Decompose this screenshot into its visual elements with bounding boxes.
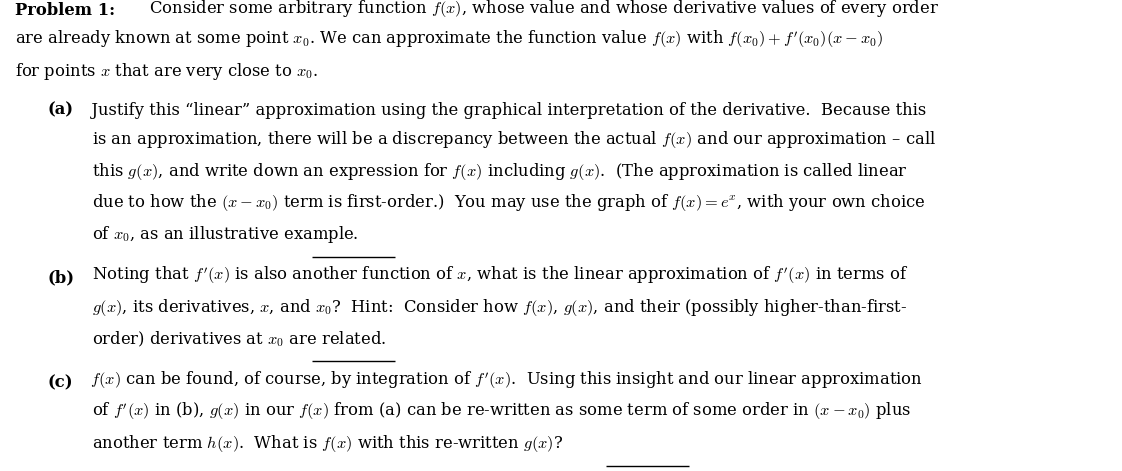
Text: of $f'(x)$ in (b), $g(x)$ in our $f(x)$ from (a) can be re-written as some term : of $f'(x)$ in (b), $g(x)$ in our $f(x)$ … <box>92 401 911 422</box>
Text: (c): (c) <box>47 374 73 391</box>
Text: Noting that $f'(x)$ is also another function of $x$, what is the linear approxim: Noting that $f'(x)$ is also another func… <box>82 265 908 286</box>
Text: of $x_0$, as an illustrative example.: of $x_0$, as an illustrative example. <box>92 224 359 245</box>
Text: Consider some arbitrary function $f(x)$, whose value and whose derivative values: Consider some arbitrary function $f(x)$,… <box>144 0 939 19</box>
Text: is an approximation, there will be a discrepancy between the actual $f(x)$ and o: is an approximation, there will be a dis… <box>92 129 936 150</box>
Text: $f(x)$ can be found, of course, by integration of $f'(x)$.  Using this insight a: $f(x)$ can be found, of course, by integ… <box>80 370 922 391</box>
Text: this $g(x)$, and write down an expression for $f(x)$ including $g(x)$.  (The app: this $g(x)$, and write down an expressio… <box>92 161 908 182</box>
Text: are already known at some point $x_0$. We can approximate the function value $f(: are already known at some point $x_0$. W… <box>15 29 883 50</box>
Text: $g(x)$, its derivatives, $x$, and $x_0$?  Hint:  Consider how $f(x)$, $g(x)$, an: $g(x)$, its derivatives, $x$, and $x_0$?… <box>92 297 908 318</box>
Text: (b): (b) <box>47 269 74 286</box>
Text: for points $x$ that are very close to $x_0$.: for points $x$ that are very close to $x… <box>15 61 318 82</box>
Text: Problem 1:: Problem 1: <box>15 2 114 19</box>
Text: Justify this “linear” approximation using the graphical interpretation of the de: Justify this “linear” approximation usin… <box>81 102 926 119</box>
Text: due to how the $(x-x_0)$ term is first-order.)  You may use the graph of $f(x)=e: due to how the $(x-x_0)$ term is first-o… <box>92 192 926 213</box>
Text: order) derivatives at $x_0$ are related.: order) derivatives at $x_0$ are related. <box>92 330 386 349</box>
Text: (a): (a) <box>47 102 73 119</box>
Text: another term $h(x)$.  What is $f(x)$ with this re-written $g(x)$?: another term $h(x)$. What is $f(x)$ with… <box>92 433 563 454</box>
